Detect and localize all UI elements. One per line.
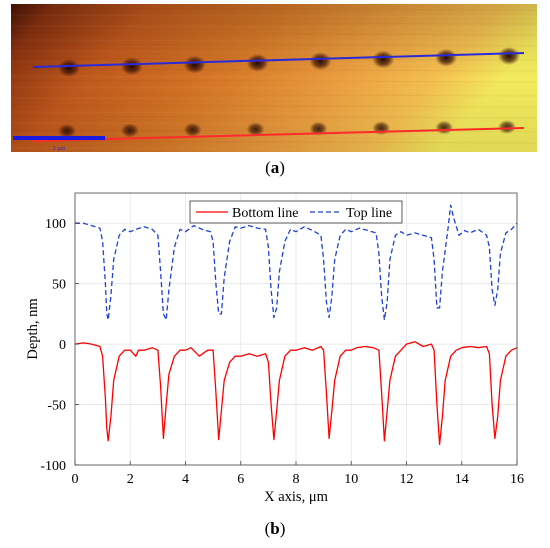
series-bottom-line [74, 341, 518, 446]
indent-top-row [246, 53, 269, 72]
y-axis-label: Depth, nm [25, 298, 41, 360]
y-tick-label: 0 [59, 338, 66, 353]
indent-top-row [498, 47, 520, 65]
scan-streak [10, 39, 538, 43]
indent-bottom-row [309, 121, 328, 136]
scale-bar [13, 136, 105, 140]
scan-streak [10, 86, 538, 90]
x-tick-label: 6 [237, 472, 244, 487]
legend-label-bottom-line: Bottom line [232, 206, 299, 221]
indent-top-row [372, 50, 395, 69]
indent-top-row [120, 57, 143, 76]
afm-image: 2 µm [10, 4, 538, 152]
bottom-scan-line [32, 127, 525, 142]
scan-streak [10, 25, 538, 29]
x-tick-label: 0 [72, 472, 79, 487]
scan-streak [10, 7, 538, 11]
x-tick-label: 4 [182, 472, 189, 487]
y-tick-label: -100 [40, 459, 66, 474]
x-tick-label: 8 [293, 472, 300, 487]
indent-bottom-row [58, 124, 76, 138]
scan-streak [10, 14, 538, 18]
ticks: 0 2 4 6 8 10 12 14 16 -100 -50 0 50 100 [40, 217, 524, 487]
scan-streak [10, 75, 538, 79]
scan-streak [10, 97, 538, 101]
scan-streak [10, 93, 538, 97]
chart-svg: 0 2 4 6 8 10 12 14 16 -100 -50 0 50 100 X axis, μm De… [25, 192, 524, 505]
series-top-line [75, 204, 518, 321]
scan-streak [10, 68, 538, 72]
series-group [74, 204, 518, 446]
caption-a: (a) [265, 158, 285, 177]
indent-bottom-row [246, 122, 265, 137]
legend: Bottom line Top line [189, 200, 403, 224]
y-tick-label: 100 [45, 217, 66, 232]
x-tick-label: 12 [400, 472, 414, 487]
depth-profile-chart: 0 2 4 6 8 10 12 14 16 -100 -50 0 50 100 X axis, μm De… [0, 180, 550, 520]
indent-top-row [435, 48, 458, 67]
indent-bottom-row [435, 120, 454, 135]
x-tick-label: 14 [455, 472, 469, 487]
indent-bottom-row [498, 120, 516, 134]
scan-streak [10, 43, 538, 47]
scan-streak [10, 79, 538, 83]
caption-a-label: a [270, 158, 280, 177]
scan-streak [10, 104, 538, 108]
x-axis-label: X axis, μm [264, 489, 328, 505]
y-tick-label: 50 [52, 278, 66, 293]
scan-streak [10, 115, 538, 119]
x-tick-label: 16 [510, 472, 524, 487]
caption-b: (b) [264, 519, 286, 538]
top-scan-line [32, 52, 525, 68]
y-tick-label: -50 [47, 399, 66, 414]
scan-streak [10, 140, 538, 144]
indent-top-row [309, 52, 332, 71]
scan-streak [10, 111, 538, 115]
afm-indents [58, 47, 520, 138]
indent-bottom-row [372, 121, 391, 136]
scan-streak [10, 32, 538, 36]
indent-top-row [58, 59, 80, 77]
indent-top-row [183, 55, 206, 74]
afm-image-panel: 2 µm [10, 4, 538, 152]
legend-label-top-line: Top line [346, 206, 392, 221]
scale-bar-label: 2 µm [53, 146, 66, 152]
x-tick-label: 10 [344, 472, 358, 487]
indent-bottom-row [183, 122, 202, 137]
scan-streak [10, 147, 538, 151]
scan-streak [10, 21, 538, 25]
x-tick-label: 2 [127, 472, 134, 487]
legend-box [189, 200, 403, 224]
indent-bottom-row [120, 123, 139, 138]
caption-b-label: b [270, 519, 280, 538]
